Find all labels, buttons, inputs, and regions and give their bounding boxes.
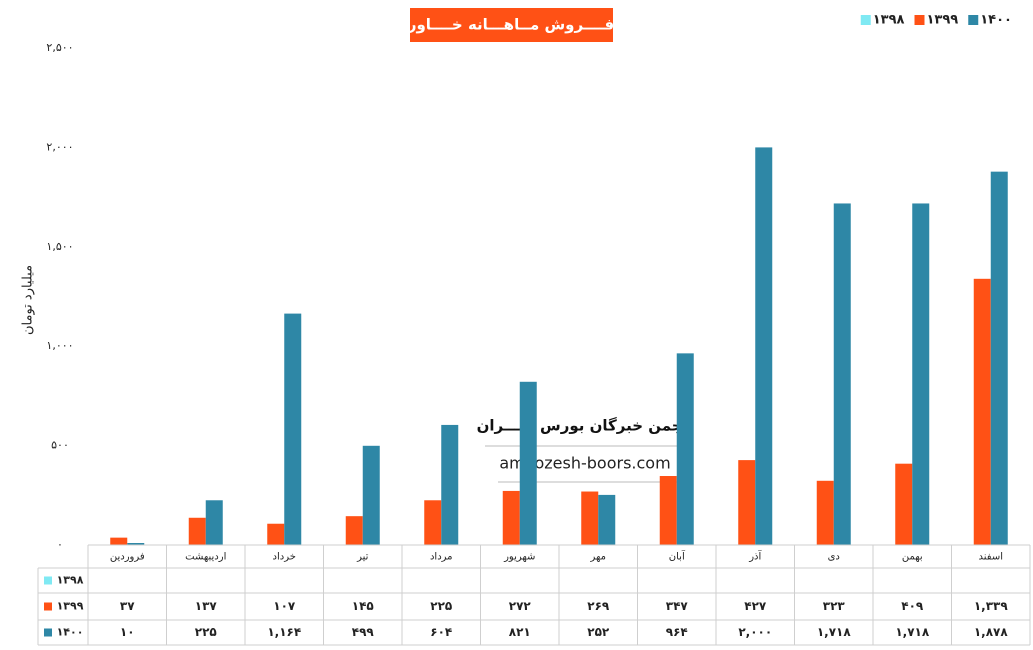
- legend-key: [44, 628, 52, 637]
- x-tick-label: خرداد: [273, 552, 296, 563]
- x-tick-label: شهریور: [503, 552, 535, 563]
- table-value: ۱,۱۶۴: [267, 625, 301, 639]
- y-tick-label: ۱,۵۰۰: [46, 240, 73, 253]
- legend-key: [914, 15, 925, 25]
- y-tick-label: ۲,۵۰۰: [46, 41, 73, 54]
- bar: [267, 523, 285, 545]
- table-value: ۲۲۵: [195, 625, 217, 639]
- legend-key: [44, 602, 52, 611]
- table-row-header: ۱۳۹۸: [57, 574, 84, 587]
- x-tick-label: مرداد: [430, 552, 453, 563]
- table-value: ۲,۰۰۰: [738, 625, 772, 639]
- x-tick-label: اردیبهشت: [185, 552, 226, 563]
- bar: [110, 537, 128, 545]
- bar: [205, 500, 223, 545]
- y-tick-label: ۰: [57, 538, 63, 551]
- x-tick-label: اسفند: [979, 552, 1003, 563]
- x-tick-label: بهمن: [902, 552, 923, 563]
- bar: [345, 516, 363, 545]
- table-value: ۱,۷۱۸: [817, 625, 852, 639]
- table-value: ۱۰: [120, 625, 135, 639]
- bar: [659, 476, 677, 545]
- watermark-site: amoozesh-boors.com: [499, 454, 670, 473]
- table-value: ۱,۸۷۸: [974, 625, 1009, 639]
- watermark-title: انجمن خبرگان بورس تهـــران: [477, 417, 694, 435]
- table-row-header: ۱۳۹۹: [57, 600, 84, 613]
- table-value: ۲۶۹: [587, 599, 610, 613]
- table-value: ۳۴۷: [666, 599, 689, 613]
- legend-key: [860, 15, 871, 25]
- y-tick-label: ۱,۰۰۰: [46, 339, 73, 352]
- table-value: ۱۴۵: [352, 599, 374, 613]
- bar: [502, 490, 520, 545]
- x-tick-label: آبان: [669, 550, 686, 563]
- table-value: ۶۰۴: [430, 625, 452, 639]
- table-value: ۸۲۱: [509, 625, 531, 639]
- bar: [581, 491, 599, 545]
- table-value: ۴۹۹: [352, 625, 375, 639]
- bar: [833, 203, 851, 545]
- legend-label: ۱۳۹۹: [927, 13, 959, 28]
- bar: [362, 445, 380, 545]
- table-value: ۱,۳۳۹: [974, 599, 1009, 613]
- table-value: ۴۰۹: [901, 599, 924, 613]
- table-value: ۱,۷۱۸: [895, 625, 930, 639]
- legend-key: [44, 576, 52, 585]
- bar: [519, 381, 537, 545]
- bar: [990, 171, 1008, 545]
- bar: [755, 147, 773, 545]
- table-value: ۱۳۷: [195, 599, 218, 613]
- bar: [895, 463, 913, 545]
- table-value: ۳۲۳: [823, 599, 846, 613]
- table-value: ۲۵۲: [587, 625, 610, 639]
- x-tick-label: آذر: [748, 550, 762, 563]
- bar: [816, 480, 834, 545]
- bar: [738, 460, 756, 545]
- bar: [973, 278, 991, 545]
- bar: [127, 543, 145, 545]
- bar: [424, 500, 442, 545]
- y-axis-label: میلیارد تومان: [21, 265, 36, 335]
- table-value: ۹۶۴: [666, 625, 688, 639]
- x-tick-label: فروردین: [110, 552, 145, 563]
- table-row-header: ۱۴۰۰: [57, 626, 84, 639]
- y-tick-label: ۲,۰۰۰: [46, 140, 73, 153]
- bar: [441, 424, 459, 545]
- bar: [598, 494, 616, 545]
- table-value: ۲۲۵: [430, 599, 452, 613]
- bar: [676, 353, 694, 545]
- table-value: ۱۰۷: [273, 599, 296, 613]
- legend-label: ۱۴۰۰: [980, 13, 1012, 28]
- x-tick-label: مهر: [590, 552, 606, 563]
- legend-key: [968, 15, 979, 25]
- table-value: ۳۷: [120, 599, 135, 613]
- x-tick-label: دی: [828, 552, 840, 563]
- x-tick-label: تیر: [356, 552, 369, 563]
- legend-label: ۱۳۹۸: [873, 13, 905, 28]
- table-value: ۲۷۲: [509, 599, 532, 613]
- chart-title: فــــروش مــاهـــانه خــــاور: [407, 16, 614, 34]
- title-box: [410, 8, 613, 42]
- bar: [284, 313, 302, 545]
- table-value: ۴۲۷: [744, 599, 767, 613]
- y-tick-label: ۵۰۰: [51, 439, 69, 452]
- bar: [188, 517, 206, 545]
- bar: [912, 203, 930, 545]
